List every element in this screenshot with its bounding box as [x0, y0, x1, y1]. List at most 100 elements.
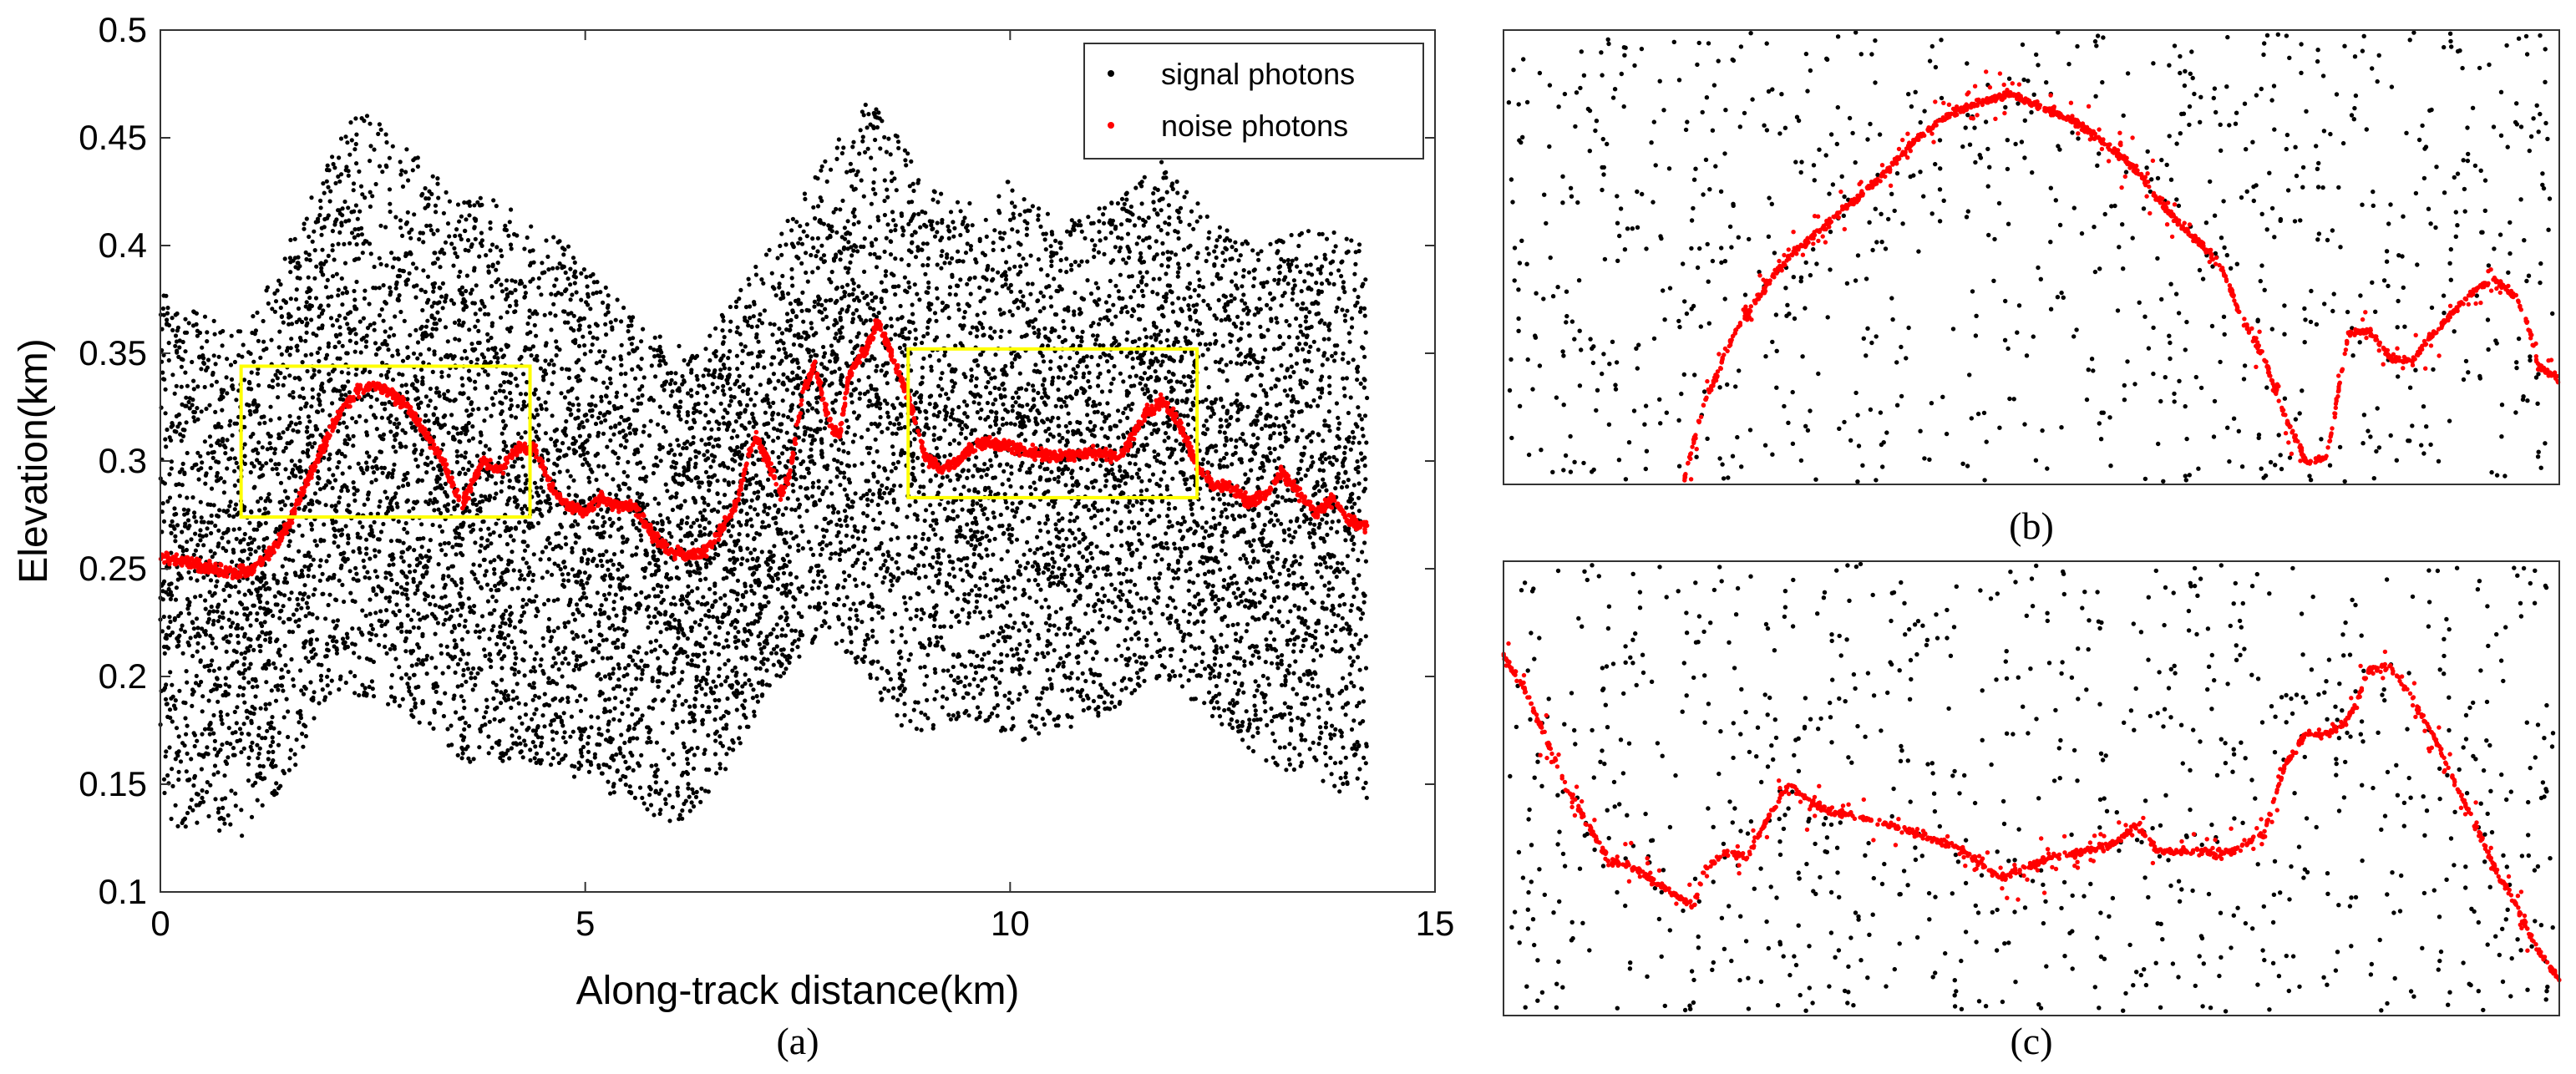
signal-photon — [268, 433, 273, 439]
signal-photon — [443, 299, 448, 304]
signal-photon — [453, 670, 458, 676]
signal-photon — [1359, 417, 1364, 422]
signal-photon — [353, 141, 358, 147]
signal-photon — [619, 404, 624, 410]
signal-photon — [840, 622, 845, 627]
signal-photon — [1326, 455, 1332, 460]
signal-photon — [849, 640, 854, 645]
signal-photon — [1150, 290, 1155, 295]
signal-photon — [956, 613, 961, 618]
signal-photon — [1060, 548, 1065, 553]
signal-photon — [434, 390, 439, 395]
signal-photon — [1096, 250, 1101, 255]
signal-photon — [961, 484, 966, 489]
signal-photon — [400, 358, 406, 363]
signal-photon — [1307, 747, 1312, 752]
signal-photon — [572, 686, 577, 691]
signal-photon — [743, 629, 748, 634]
signal-photon — [1158, 340, 1164, 345]
signal-photon — [346, 379, 351, 384]
signal-photon — [443, 240, 449, 245]
signal-photon — [289, 590, 294, 595]
signal-photon — [595, 563, 600, 569]
signal-photon — [1103, 689, 1108, 694]
signal-photon — [534, 760, 539, 766]
signal-photon — [427, 347, 432, 352]
signal-photon — [1067, 356, 1072, 361]
signal-photon — [1032, 550, 1037, 555]
signal-photon — [226, 540, 231, 545]
signal-photon — [612, 706, 617, 711]
signal-photon — [482, 647, 487, 652]
signal-photon — [1015, 506, 1020, 511]
signal-photon — [488, 532, 493, 537]
signal-photon — [165, 773, 170, 778]
signal-photon — [518, 741, 523, 746]
signal-photon — [484, 443, 489, 448]
signal-photon — [1188, 295, 1193, 300]
signal-photon — [1298, 269, 1303, 275]
signal-photon — [458, 657, 463, 662]
signal-photon — [262, 620, 267, 625]
signal-photon — [1250, 653, 1255, 658]
signal-photon — [636, 364, 641, 369]
signal-photon — [592, 755, 597, 760]
signal-photon — [931, 555, 936, 560]
signal-photon — [210, 555, 215, 560]
signal-photon — [756, 489, 761, 494]
signal-photon — [1107, 293, 1112, 299]
signal-photon — [1167, 621, 1173, 626]
signal-photon — [565, 244, 571, 249]
signal-photon — [581, 634, 586, 639]
signal-photon — [336, 293, 341, 298]
signal-photon — [806, 470, 812, 475]
signal-photon — [1217, 714, 1223, 719]
signal-photon — [254, 587, 259, 592]
signal-photon — [1264, 637, 1269, 642]
signal-photon — [364, 333, 369, 338]
signal-photon — [263, 499, 268, 504]
signal-photon — [652, 773, 657, 778]
signal-photon — [974, 455, 979, 460]
signal-photon — [383, 575, 388, 580]
signal-photon — [313, 652, 318, 657]
signal-photon — [1094, 544, 1099, 550]
signal-photon — [653, 762, 659, 768]
signal-photon — [810, 586, 815, 591]
signal-photon — [366, 490, 371, 495]
signal-photon — [546, 680, 551, 686]
signal-photon — [1108, 218, 1113, 223]
signal-photon — [1053, 610, 1058, 615]
signal-photon — [508, 242, 514, 247]
signal-photon — [1133, 453, 1138, 458]
signal-photon — [1268, 306, 1273, 312]
signal-photon — [785, 622, 791, 627]
signal-photon — [221, 490, 226, 495]
signal-photon — [728, 398, 733, 403]
signal-photon — [924, 416, 929, 421]
signal-photon — [886, 688, 891, 693]
signal-photon — [1339, 484, 1345, 490]
signal-photon — [925, 697, 930, 703]
signal-photon — [1054, 632, 1059, 637]
signal-photon — [880, 666, 885, 671]
signal-photon — [1363, 666, 1369, 671]
signal-photon — [170, 682, 175, 687]
signal-photon — [467, 509, 472, 514]
signal-photon — [1236, 671, 1241, 676]
signal-photon — [836, 596, 841, 602]
signal-photon — [771, 372, 777, 377]
signal-photon — [170, 767, 175, 772]
signal-photon — [295, 261, 300, 266]
signal-photon — [909, 159, 914, 164]
signal-photon — [902, 668, 907, 673]
signal-photon — [1011, 626, 1016, 631]
signal-photon — [774, 340, 780, 345]
signal-photon — [692, 703, 697, 708]
signal-photon — [172, 512, 177, 517]
signal-photon — [1071, 367, 1076, 372]
signal-photon — [991, 514, 997, 520]
signal-photon — [916, 563, 921, 568]
signal-photon — [816, 479, 821, 484]
signal-photon — [737, 373, 742, 378]
